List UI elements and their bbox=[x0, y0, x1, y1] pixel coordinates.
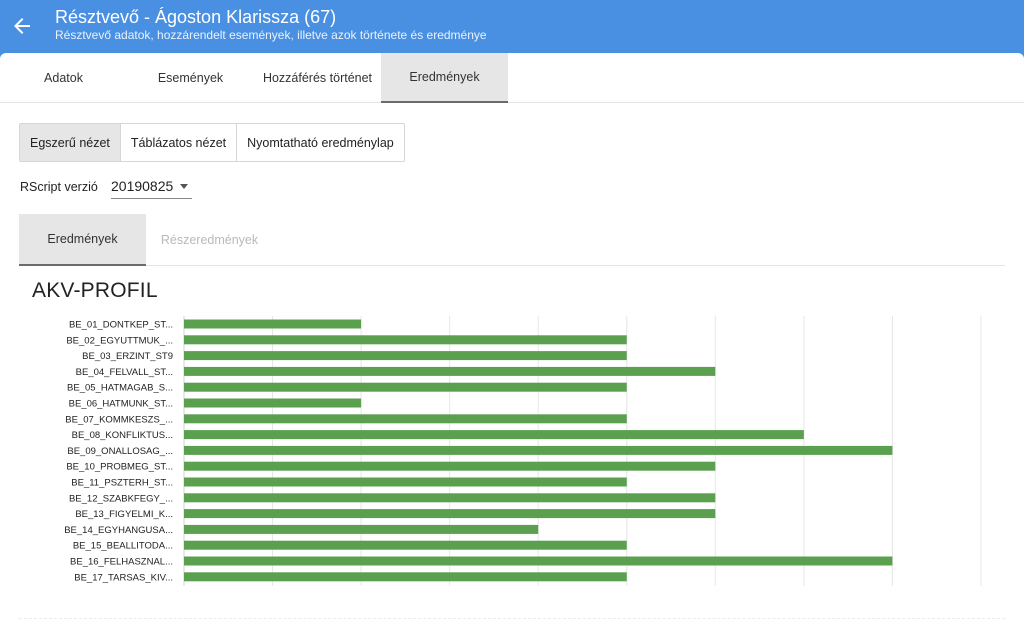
akv-profil-chart: 0123456789BE_01_DONTKEP_ST...BE_02_EGYUT… bbox=[64, 316, 982, 586]
y-tick-label: BE_05_HATMAGAB_S... bbox=[67, 383, 173, 394]
bar bbox=[184, 509, 716, 519]
y-tick-label: BE_14_EGYHANGUSA... bbox=[64, 525, 173, 536]
chart-title: AKV-PROFIL bbox=[32, 279, 158, 302]
bar bbox=[184, 540, 627, 550]
tab-adatok[interactable]: Adatok bbox=[44, 71, 83, 85]
y-tick-label: BE_08_KONFLIKTUS... bbox=[72, 430, 173, 441]
subtab-eredmenyek[interactable]: Eredmények bbox=[19, 214, 146, 266]
bar bbox=[184, 382, 627, 392]
simple-view-button[interactable]: Egszerű nézet bbox=[20, 124, 121, 161]
y-tick-label: BE_03_ERZINT_ST9 bbox=[82, 351, 173, 362]
bar bbox=[184, 461, 716, 471]
y-tick-label: BE_09_ONALLOSAG_... bbox=[67, 446, 173, 457]
page-title: Résztvevő - Ágoston Klarissza (67) bbox=[55, 7, 337, 27]
y-tick-label: BE_16_FELHASZNAL... bbox=[70, 557, 173, 568]
chevron-down-icon bbox=[180, 184, 188, 189]
bar bbox=[184, 493, 716, 503]
tab-esemenyek[interactable]: Események bbox=[157, 71, 224, 85]
rscript-version-value: 20190825 bbox=[111, 178, 174, 194]
bar bbox=[184, 351, 627, 361]
y-tick-label: BE_07_KOMMKESZS_... bbox=[65, 414, 173, 425]
y-tick-label: BE_13_FIGYELMI_K... bbox=[75, 509, 173, 520]
main-tabs: Adatok Események Hozzáférés történet Ere… bbox=[0, 53, 1024, 103]
rscript-version-label: RScript verzió bbox=[20, 180, 98, 194]
bar bbox=[184, 319, 362, 329]
y-tick-label: BE_10_PROBMEG_ST... bbox=[66, 462, 173, 473]
y-tick-label: BE_17_TARSAS_KIV... bbox=[74, 572, 173, 583]
content-card: Adatok Események Hozzáférés történet Ere… bbox=[0, 53, 1024, 639]
tab-eredmenyek[interactable]: Eredmények bbox=[381, 53, 508, 103]
arrow-left-icon[interactable] bbox=[10, 14, 34, 38]
bar bbox=[184, 477, 627, 487]
bar bbox=[184, 414, 627, 424]
result-subtabs: Eredmények Részeredmények bbox=[19, 214, 1005, 266]
bar bbox=[184, 572, 627, 582]
table-view-button[interactable]: Táblázatos nézet bbox=[121, 124, 238, 161]
y-tick-label: BE_15_BEALLITODA... bbox=[73, 541, 173, 552]
y-tick-label: BE_11_PSZTERH_ST... bbox=[71, 478, 173, 489]
subtab-reszeredmenyek[interactable]: Részeredmények bbox=[160, 233, 259, 247]
y-tick-label: BE_02_EGYUTTMUK_... bbox=[66, 335, 173, 346]
y-tick-label: BE_12_SZABKFEGY_... bbox=[69, 493, 173, 504]
bar bbox=[184, 445, 893, 455]
bar bbox=[184, 524, 539, 534]
chart-divider bbox=[19, 618, 1005, 619]
page-subtitle: Résztvevő adatok, hozzárendelt események… bbox=[55, 28, 487, 42]
y-tick-label: BE_04_FELVALL_ST... bbox=[76, 367, 173, 378]
rscript-version-select[interactable]: 20190825 bbox=[111, 175, 192, 199]
bar bbox=[184, 398, 362, 408]
y-tick-label: BE_01_DONTKEP_ST... bbox=[69, 320, 173, 331]
bar bbox=[184, 335, 627, 345]
printable-result-button[interactable]: Nyomtatható eredménylap bbox=[247, 135, 394, 150]
bar bbox=[184, 366, 716, 376]
y-tick-label: BE_06_HATMUNK_ST... bbox=[69, 399, 173, 410]
view-toggle-group: Egszerű nézet Táblázatos nézet Nyomtatha… bbox=[19, 123, 405, 162]
tab-hozzaferes-tortenet[interactable]: Hozzáférés történet bbox=[262, 71, 373, 85]
bar bbox=[184, 556, 893, 566]
bar bbox=[184, 430, 804, 440]
